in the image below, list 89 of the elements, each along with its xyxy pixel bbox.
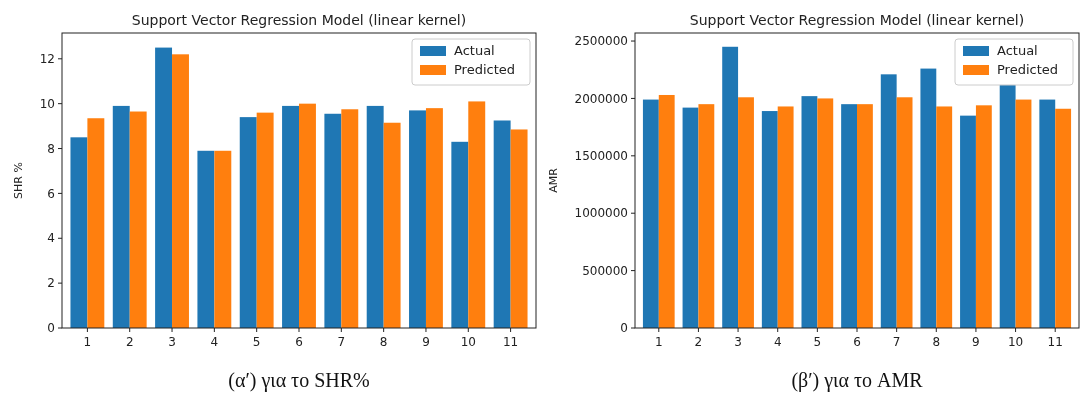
bar [936, 106, 953, 328]
bar [299, 103, 316, 328]
y-tick-label: 2500000 [574, 34, 628, 49]
x-tick-label: 5 [252, 335, 261, 349]
bar [366, 105, 384, 328]
x-tick-label: 10 [1007, 335, 1024, 349]
bar [87, 118, 105, 328]
y-tick-label: 8 [47, 141, 55, 156]
bar [510, 129, 528, 328]
x-tick-label: 3 [734, 335, 742, 349]
bar [112, 105, 130, 328]
y-tick-label: 0 [620, 321, 628, 336]
x-tick-label: 1 [654, 335, 663, 349]
bar [960, 115, 976, 328]
x-tick-label: 2 [125, 335, 134, 349]
bar [451, 141, 469, 328]
bar [801, 96, 818, 328]
bar [172, 54, 189, 328]
bar [698, 104, 715, 328]
x-tick-label: 11 [1047, 335, 1063, 349]
legend-label: Predicted [454, 62, 516, 77]
bar [761, 111, 778, 328]
x-tick-label: 5 [813, 335, 822, 349]
bar [975, 105, 992, 328]
x-tick-label: 3 [168, 335, 176, 349]
bar [1055, 108, 1072, 328]
x-tick-label: 4 [773, 335, 782, 349]
bar [256, 112, 274, 328]
y-axis-title: SHR % [12, 162, 25, 199]
bar [817, 98, 834, 328]
legend-label: Predicted [997, 62, 1059, 77]
y-tick-label: 12 [39, 52, 55, 66]
bar [214, 150, 232, 328]
text: (β′) για το AMR [791, 369, 924, 392]
bar [70, 137, 88, 328]
y-tick-label: 6 [47, 186, 55, 201]
y-tick-label: 0 [47, 321, 55, 336]
bar [383, 122, 401, 328]
bar [493, 120, 511, 328]
bar [155, 47, 173, 328]
x-tick-label: 7 [892, 335, 901, 349]
x-tick-label: 8 [932, 335, 941, 349]
x-tick-label: 9 [422, 335, 430, 349]
x-tick-label: 1 [83, 335, 92, 349]
bar [409, 110, 426, 328]
bar [999, 84, 1016, 328]
chart-title: Support Vector Regression Model (linear kernel) [131, 12, 467, 28]
y-tick-label: 4 [47, 231, 55, 246]
bar [920, 68, 937, 328]
legend-label: Actual [997, 43, 1038, 58]
legend-label: Actual [454, 43, 495, 58]
y-axis-title: AMR [547, 167, 560, 193]
bar [777, 106, 794, 328]
bar [642, 99, 659, 328]
x-tick-label: 11 [502, 335, 519, 349]
x-tick-label: 9 [972, 335, 980, 349]
x-tick-label: 6 [853, 335, 861, 349]
bar [129, 111, 147, 328]
bar [841, 104, 857, 328]
x-tick-label: 6 [295, 335, 303, 349]
bar [324, 113, 342, 328]
bar [658, 94, 675, 328]
bar [341, 109, 359, 328]
bar [425, 108, 443, 328]
y-tick-label: 2000000 [574, 91, 628, 106]
x-tick-label: 2 [694, 335, 703, 349]
y-tick-label: 1000000 [574, 206, 628, 221]
bar [738, 97, 754, 328]
x-tick-label: 7 [337, 335, 346, 349]
x-tick-label: 10 [460, 335, 476, 349]
bar [282, 105, 299, 328]
bar [1015, 99, 1032, 328]
bar [896, 97, 913, 328]
y-tick-label: 1500000 [574, 149, 628, 164]
bar [239, 117, 257, 328]
y-tick-label: 500000 [582, 263, 628, 278]
bar [682, 107, 699, 328]
chart-title: Support Vector Regression Model (linear kernel) [689, 12, 1025, 28]
bar [1039, 99, 1056, 328]
x-tick-label: 8 [379, 335, 388, 349]
y-tick-label: 2 [47, 276, 55, 291]
bar [468, 101, 486, 328]
y-tick-label: 10 [39, 96, 55, 111]
bar [197, 150, 215, 328]
x-tick-label: 4 [210, 335, 219, 349]
text: (α′) για το SHR% [228, 369, 370, 392]
bar [722, 46, 739, 328]
bar [880, 74, 897, 328]
bar [857, 104, 873, 328]
